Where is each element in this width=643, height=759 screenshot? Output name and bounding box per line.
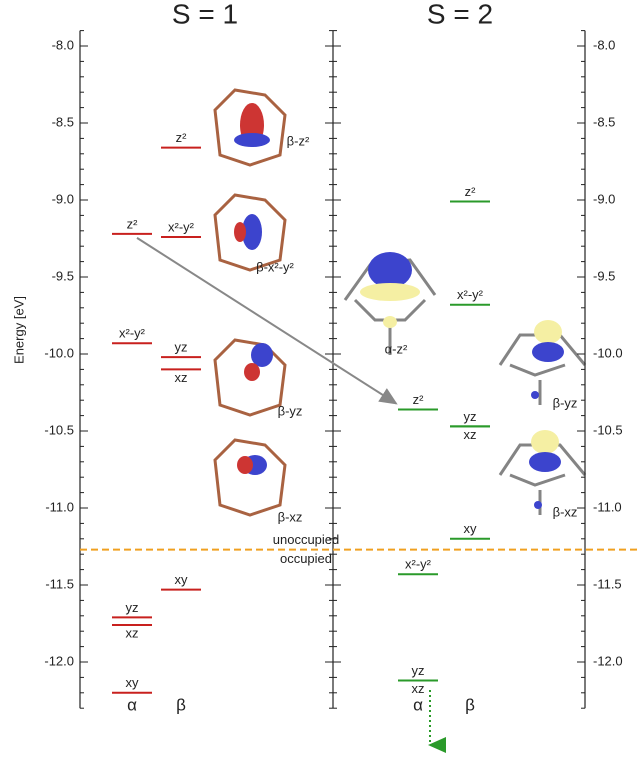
panel-title: S = 1	[172, 0, 238, 29]
level-label: xy	[126, 675, 140, 690]
y-tick-label: -8.0	[593, 37, 615, 52]
level-label: yz	[175, 340, 188, 355]
y-tick-label: -8.5	[52, 114, 74, 129]
y-tick-label: -10.5	[44, 422, 74, 437]
y-tick-label: -10.5	[593, 422, 623, 437]
level-label: x²-y²	[119, 326, 146, 341]
orbital-label: β-xz	[278, 509, 303, 524]
level-label: xy	[464, 521, 478, 536]
column-label: α	[413, 695, 423, 714]
y-axis-label: Energy [eV]	[11, 296, 26, 364]
y-tick-label: -8.5	[593, 114, 615, 129]
level-label: yz	[412, 663, 425, 678]
y-tick-label: -11.0	[45, 499, 74, 514]
y-tick-label: -10.0	[44, 345, 74, 360]
level-label: z²	[176, 130, 188, 145]
y-tick-label: -10.0	[593, 345, 623, 360]
level-label: xz	[464, 427, 477, 442]
level-label: z²	[413, 392, 425, 407]
orbital-label: β-yz	[278, 403, 303, 418]
level-label: xz	[412, 681, 425, 696]
y-tick-label: -11.5	[45, 576, 74, 591]
molecule	[213, 88, 587, 517]
column-label: α	[127, 695, 137, 714]
separator-label: occupied	[280, 551, 332, 566]
column-label: β	[176, 695, 186, 714]
level-label: z²	[465, 184, 477, 199]
y-tick-label: -12.0	[44, 653, 74, 668]
y-tick-label: -9.0	[593, 191, 615, 206]
orbital-label: β-z²	[287, 133, 310, 148]
orbital-label: β-yz	[553, 395, 578, 410]
y-tick-label: -9.5	[593, 268, 615, 283]
level-label: xy	[175, 572, 189, 587]
orbital-label: α-z²	[385, 341, 408, 356]
y-tick-label: -9.0	[52, 191, 74, 206]
column-label: β	[465, 695, 475, 714]
level-label: x²-y²	[457, 287, 484, 302]
arrow	[136, 237, 398, 405]
panel-title: S = 2	[427, 0, 493, 29]
y-tick-label: -11.0	[593, 499, 622, 514]
level-label: yz	[464, 409, 477, 424]
y-tick-label: -9.5	[52, 268, 74, 283]
y-tick-label: -11.5	[593, 576, 622, 591]
separator-label: unoccupied	[273, 532, 340, 547]
y-tick-label: -8.0	[52, 37, 74, 52]
orbital-label: β-x²-y²	[256, 259, 294, 274]
level-label: x²-y²	[405, 557, 432, 572]
level-label: xz	[126, 625, 139, 640]
orbital-label: β-xz	[553, 504, 578, 519]
level-label: xz	[175, 370, 188, 385]
level-label: x²-y²	[168, 219, 195, 234]
level-label: z²	[127, 216, 139, 231]
level-label: yz	[126, 600, 139, 615]
y-tick-label: -12.0	[593, 653, 623, 668]
